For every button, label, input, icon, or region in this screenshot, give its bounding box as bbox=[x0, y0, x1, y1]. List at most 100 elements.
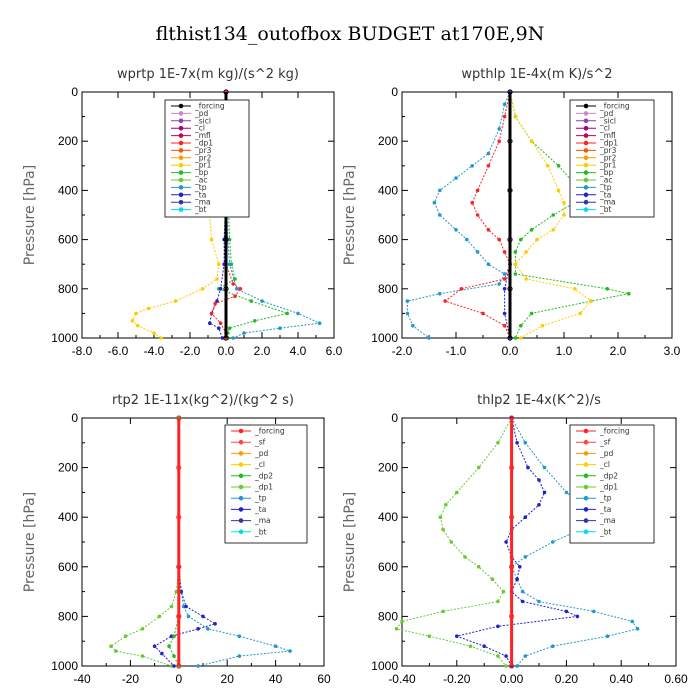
series-point-pr1 bbox=[518, 336, 523, 340]
series-point-dp1 bbox=[438, 515, 443, 519]
series-point-ta bbox=[517, 564, 522, 569]
legend-marker bbox=[583, 439, 589, 445]
series-point-bp bbox=[556, 164, 561, 168]
series-point-tp bbox=[630, 619, 634, 624]
series-point-dp1 bbox=[504, 664, 508, 668]
series-point-tp bbox=[542, 465, 547, 470]
legend-entry: _pr3 bbox=[599, 146, 617, 155]
y-tick-label: 800 bbox=[58, 609, 78, 623]
legend-entry: _tp bbox=[599, 494, 612, 503]
series-point-forcing bbox=[176, 613, 182, 620]
series-point-pr1 bbox=[173, 299, 178, 303]
series-point-dp1 bbox=[233, 294, 237, 299]
legend-marker bbox=[178, 192, 184, 198]
legend-marker bbox=[583, 185, 589, 190]
x-tick-label: 40 bbox=[269, 672, 283, 686]
series-point-dp1 bbox=[169, 604, 174, 609]
y-tick-label: 400 bbox=[378, 510, 398, 524]
x-tick-label: 0.20 bbox=[555, 672, 579, 686]
legend-entry: _forcing bbox=[599, 102, 630, 111]
series-point-dp1 bbox=[476, 564, 481, 569]
series-point-pr1 bbox=[215, 277, 219, 281]
series-point-tp bbox=[231, 336, 236, 340]
y-axis-label: Pressure [hPa] bbox=[342, 492, 358, 592]
series-point-pr1 bbox=[562, 200, 566, 205]
series-point-tp bbox=[242, 331, 246, 335]
series-point-tp bbox=[470, 164, 475, 168]
legend-marker bbox=[178, 140, 184, 146]
legend-marker bbox=[238, 484, 244, 490]
series-point-forcing bbox=[223, 89, 229, 95]
series-point-forcing bbox=[507, 286, 513, 292]
series-point-ta bbox=[482, 644, 487, 648]
series-point-dp1 bbox=[497, 237, 502, 242]
series-point-ta bbox=[152, 644, 157, 648]
series-point-tp bbox=[206, 626, 210, 631]
legend-marker bbox=[178, 133, 184, 138]
legend-entry: _dp1 bbox=[599, 139, 618, 148]
series-point-pr1 bbox=[572, 286, 577, 291]
series-point-dp1 bbox=[490, 577, 495, 581]
series-point-tp bbox=[502, 272, 507, 276]
series-point-ta bbox=[542, 490, 547, 495]
x-tick-label: -2.0 bbox=[180, 344, 201, 358]
series-point-dp1 bbox=[475, 213, 480, 217]
legend-entry: _forcing bbox=[254, 427, 285, 436]
series-point-forcing bbox=[507, 138, 513, 144]
series-point-bp bbox=[513, 336, 518, 340]
legend-entry: _pd bbox=[599, 109, 614, 118]
series-point-ta bbox=[504, 540, 508, 544]
legend-entry: _mfl bbox=[194, 131, 211, 140]
x-tick-label: -6.0 bbox=[108, 344, 129, 358]
series-point-tp bbox=[405, 311, 410, 316]
series-point-ta bbox=[564, 609, 569, 614]
series-point-tp bbox=[550, 644, 555, 648]
y-tick-label: 400 bbox=[58, 183, 78, 197]
y-tick-label: 600 bbox=[378, 233, 398, 247]
series-point-tp bbox=[454, 228, 458, 232]
series-point-dp1 bbox=[496, 440, 500, 445]
series-point-dp1 bbox=[476, 465, 481, 470]
series-point-dp1 bbox=[394, 626, 399, 631]
series-point-ta bbox=[201, 614, 205, 619]
legend-marker bbox=[178, 148, 184, 153]
series-point-ta bbox=[496, 624, 500, 629]
series-point-dp2 bbox=[172, 654, 176, 658]
series-point-pr1 bbox=[152, 331, 156, 335]
legend-entry: _pr1 bbox=[599, 161, 617, 170]
series-point-tp bbox=[288, 649, 292, 653]
series-point-forcing bbox=[507, 89, 513, 95]
series-point-pr1 bbox=[529, 139, 534, 144]
legend-entry: _pd bbox=[254, 449, 269, 458]
legend-marker bbox=[583, 148, 589, 153]
series-point-ta bbox=[184, 604, 188, 609]
x-tick-label: 3.0 bbox=[664, 344, 681, 358]
x-tick-label: -0.40 bbox=[388, 672, 416, 686]
series-point-pr1 bbox=[217, 262, 221, 267]
series-point-dp1 bbox=[497, 139, 502, 144]
legend-entry: _dp1 bbox=[194, 139, 213, 148]
series-point-tp bbox=[273, 644, 278, 648]
series-point-ta bbox=[526, 465, 530, 470]
legend-entry: _bt bbox=[599, 527, 612, 536]
series-point-dp1 bbox=[463, 555, 467, 559]
legend-marker bbox=[583, 125, 589, 131]
series-point-pr1 bbox=[540, 323, 545, 328]
legend-marker bbox=[583, 529, 589, 535]
series-point-forcing bbox=[508, 415, 515, 421]
legend-entry: _cl bbox=[194, 124, 205, 133]
y-tick-label: 200 bbox=[58, 461, 78, 475]
legend-entry: _ta bbox=[599, 190, 611, 199]
legend-entry: _pr2 bbox=[599, 153, 617, 162]
series-point-bp bbox=[529, 311, 534, 316]
series-point-forcing bbox=[223, 237, 229, 243]
series-point-ta bbox=[208, 321, 212, 326]
series-point-pr1 bbox=[545, 164, 550, 168]
series-point-dp1 bbox=[140, 654, 145, 658]
series-point-bp bbox=[626, 291, 631, 296]
legend-marker bbox=[583, 118, 589, 124]
legend-entry: _pr1 bbox=[194, 161, 212, 170]
series-point-ta bbox=[502, 286, 507, 291]
series-point-tp bbox=[523, 654, 528, 658]
legend-marker bbox=[583, 428, 589, 434]
